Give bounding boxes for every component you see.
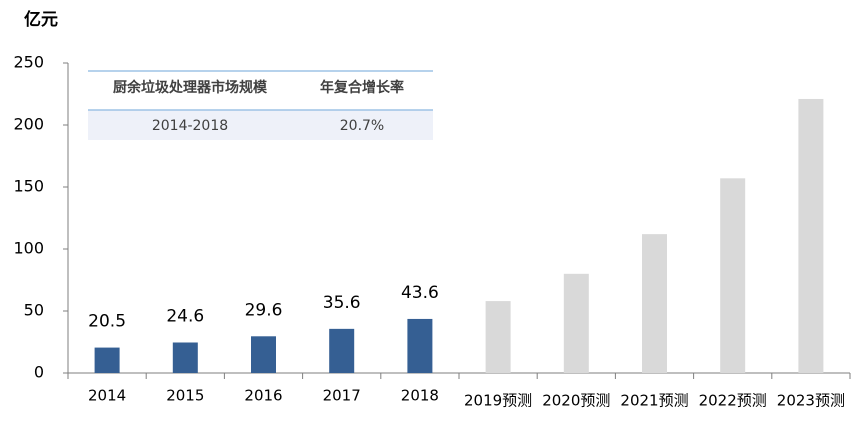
x-tick-label: 2022预测 <box>699 392 767 410</box>
table-header: 年复合增长率 <box>320 79 404 96</box>
bar <box>329 328 355 373</box>
x-tick-label: 2014 <box>88 387 126 405</box>
bar <box>720 178 746 373</box>
bar <box>798 98 824 374</box>
x-tick-label: 2015 <box>166 387 204 405</box>
value-label: 20.5 <box>88 312 126 332</box>
x-tick-label: 2019预测 <box>464 392 532 410</box>
value-label: 43.6 <box>401 283 439 303</box>
bar <box>642 234 667 373</box>
y-tick-label: 50 <box>24 301 44 320</box>
y-tick-label: 200 <box>13 115 44 134</box>
x-tick-label: 2018 <box>401 387 439 405</box>
bar <box>407 318 433 373</box>
table-header: 厨余垃圾处理器市场规模 <box>113 79 268 96</box>
x-tick-label: 2021预测 <box>620 392 688 410</box>
y-axis-label: 亿元 <box>24 9 58 30</box>
x-tick-label: 2023预测 <box>777 392 845 410</box>
value-label: 24.6 <box>166 306 204 326</box>
bar <box>485 301 511 373</box>
table-cell: 2014-2018 <box>152 118 228 134</box>
y-tick-label: 250 <box>13 53 44 72</box>
bar <box>563 273 589 373</box>
value-label: 35.6 <box>323 293 361 313</box>
bar <box>172 342 198 373</box>
y-tick-label: 0 <box>34 363 44 382</box>
y-tick-label: 100 <box>13 239 44 258</box>
table-row-bg <box>88 110 433 140</box>
x-tick-label: 2017 <box>323 387 361 405</box>
bar <box>251 336 276 373</box>
table-cell: 20.7% <box>340 118 384 134</box>
x-tick-label: 2016 <box>244 387 282 405</box>
bar <box>94 347 120 373</box>
x-tick-label: 2020预测 <box>542 392 610 410</box>
y-tick-label: 150 <box>13 177 44 196</box>
value-label: 29.6 <box>245 300 283 320</box>
